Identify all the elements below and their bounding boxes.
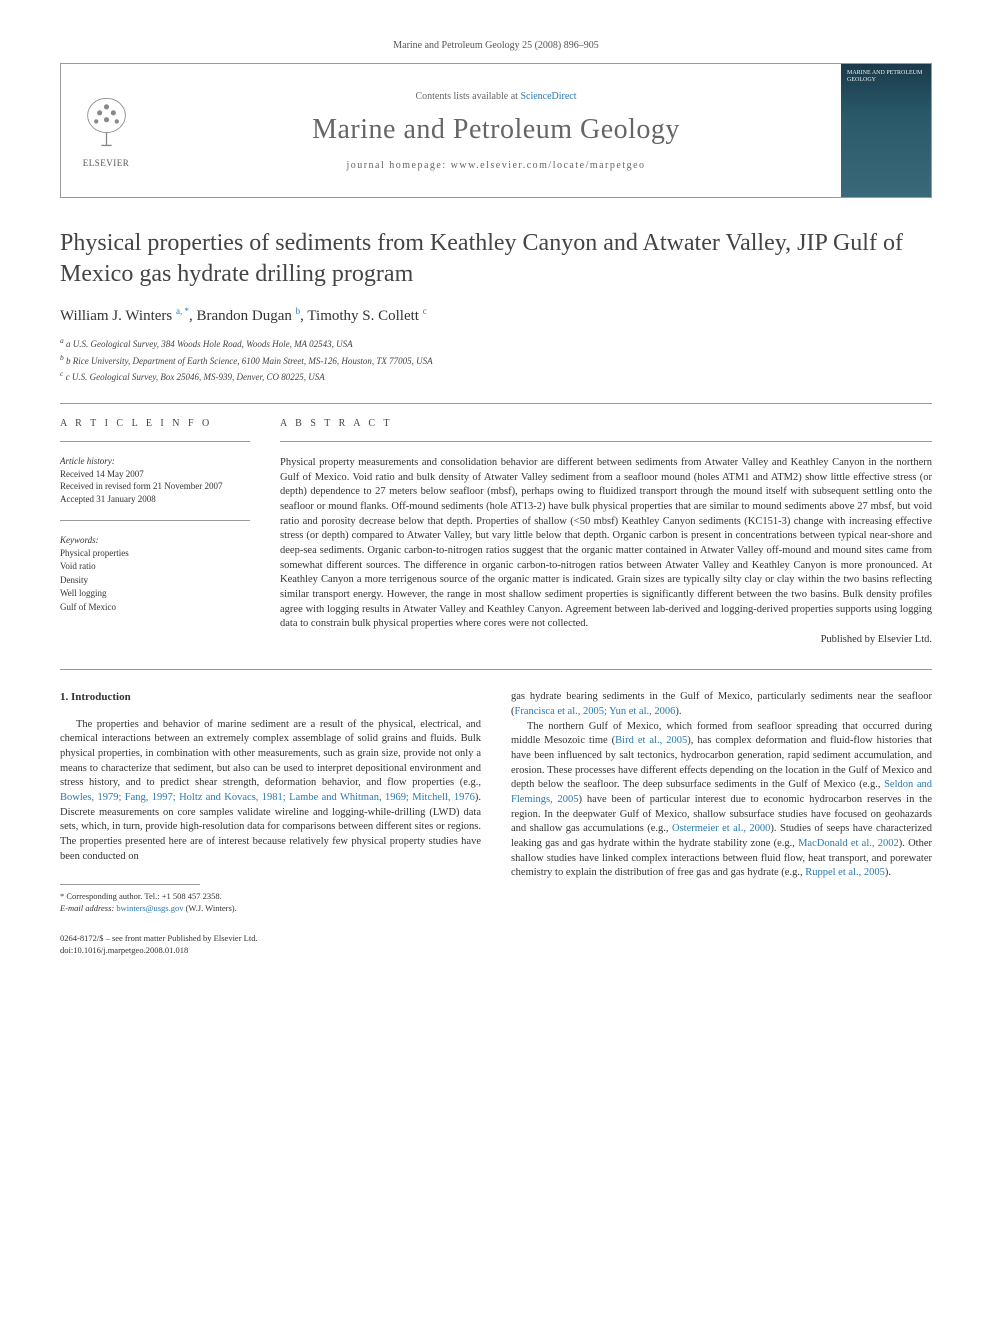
abstract-col: A B S T R A C T Physical property measur…: [280, 418, 932, 645]
running-head: Marine and Petroleum Geology 25 (2008) 8…: [60, 40, 932, 51]
affiliation-b: b b Rice University, Department of Earth…: [60, 352, 932, 369]
body-col-right: gas hydrate bearing sediments in the Gul…: [511, 690, 932, 957]
abstract-text: Physical property measurements and conso…: [280, 456, 932, 632]
keyword-4: Well logging: [60, 587, 250, 601]
contents-available-line: Contents lists available at ScienceDirec…: [415, 91, 576, 102]
divider-below-abstract: [60, 669, 932, 670]
page-footer: 0264-8172/$ – see front matter Published…: [60, 933, 481, 957]
author-2: Brandon Dugan: [197, 308, 292, 324]
journal-homepage: journal homepage: www.elsevier.com/locat…: [346, 160, 645, 171]
keywords-heading: Keywords:: [60, 535, 250, 545]
elsevier-tree-icon: [79, 94, 134, 154]
contents-prefix: Contents lists available at: [415, 91, 520, 102]
publisher-logo-block: ELSEVIER: [61, 64, 151, 197]
author-1: William J. Winters: [60, 308, 172, 324]
published-by: Published by Elsevier Ltd.: [280, 634, 932, 645]
info-divider-2: [60, 520, 250, 521]
email-link[interactable]: bwinters@usgs.gov: [116, 903, 183, 913]
affiliation-c: c c U.S. Geological Survey, Box 25046, M…: [60, 368, 932, 385]
author-3: Timothy S. Collett: [307, 308, 419, 324]
copyright-line: 0264-8172/$ – see front matter Published…: [60, 933, 481, 945]
abstract-heading: A B S T R A C T: [280, 418, 932, 429]
citation-macdonald[interactable]: MacDonald et al., 2002: [798, 838, 899, 849]
homepage-url[interactable]: www.elsevier.com/locate/marpetgeo: [451, 160, 646, 171]
article-info-col: A R T I C L E I N F O Article history: R…: [60, 418, 250, 645]
intro-para-2: The northern Gulf of Mexico, which forme…: [511, 720, 932, 882]
keyword-3: Density: [60, 574, 250, 588]
corresponding-author: * Corresponding author. Tel.: +1 508 457…: [60, 891, 481, 903]
author-2-affil-sup: b: [296, 306, 301, 316]
history-heading: Article history:: [60, 456, 250, 466]
author-1-affil-sup: a, *: [176, 306, 189, 316]
info-divider-1: [60, 441, 250, 442]
journal-name: Marine and Petroleum Geology: [312, 114, 680, 146]
sciencedirect-link[interactable]: ScienceDirect: [520, 91, 576, 102]
keywords-block: Keywords: Physical properties Void ratio…: [60, 535, 250, 615]
citation-francisca-yun[interactable]: Francisca et al., 2005; Yun et al., 2006: [515, 706, 676, 717]
authors-line: William J. Winters a, *, Brandon Dugan b…: [60, 306, 932, 325]
article-title: Physical properties of sediments from Ke…: [60, 228, 932, 290]
homepage-prefix: journal homepage:: [346, 160, 450, 171]
body-columns: 1. Introduction The properties and behav…: [60, 690, 932, 957]
section-1-heading: 1. Introduction: [60, 690, 481, 705]
affiliations-block: a a U.S. Geological Survey, 384 Woods Ho…: [60, 335, 932, 385]
doi-line: doi:10.1016/j.marpetgeo.2008.01.018: [60, 945, 481, 957]
citation-ostermeier[interactable]: Ostermeier et al., 2000: [672, 823, 770, 834]
footnote-block: * Corresponding author. Tel.: +1 508 457…: [60, 891, 481, 915]
citation-ruppel[interactable]: Ruppel et al., 2005: [805, 867, 885, 878]
history-received: Received 14 May 2007: [60, 468, 250, 481]
citation-group-1[interactable]: Bowles, 1979; Fang, 1997; Holtz and Kova…: [60, 792, 475, 803]
cover-thumb-title: MARINE AND PETROLEUM GEOLOGY: [847, 70, 925, 84]
article-history-block: Article history: Received 14 May 2007 Re…: [60, 456, 250, 506]
history-revised: Received in revised form 21 November 200…: [60, 480, 250, 493]
keyword-2: Void ratio: [60, 560, 250, 574]
citation-bird[interactable]: Bird et al., 2005: [615, 735, 687, 746]
keyword-5: Gulf of Mexico: [60, 601, 250, 615]
author-3-affil-sup: c: [423, 306, 427, 316]
body-col-left: 1. Introduction The properties and behav…: [60, 690, 481, 957]
article-info-heading: A R T I C L E I N F O: [60, 418, 250, 429]
journal-center: Contents lists available at ScienceDirec…: [151, 64, 841, 197]
divider-top: [60, 403, 932, 404]
keyword-1: Physical properties: [60, 547, 250, 561]
abstract-divider: [280, 441, 932, 442]
history-accepted: Accepted 31 January 2008: [60, 493, 250, 506]
intro-para-1-cont: gas hydrate bearing sediments in the Gul…: [511, 690, 932, 719]
email-line: E-mail address: bwinters@usgs.gov (W.J. …: [60, 903, 481, 915]
affiliation-a: a a U.S. Geological Survey, 384 Woods Ho…: [60, 335, 932, 352]
journal-cover-thumbnail: MARINE AND PETROLEUM GEOLOGY: [841, 64, 931, 197]
publisher-name: ELSEVIER: [83, 158, 130, 168]
footnote-divider: [60, 884, 200, 885]
intro-para-1: The properties and behavior of marine se…: [60, 718, 481, 865]
journal-header: ELSEVIER Contents lists available at Sci…: [60, 63, 932, 198]
